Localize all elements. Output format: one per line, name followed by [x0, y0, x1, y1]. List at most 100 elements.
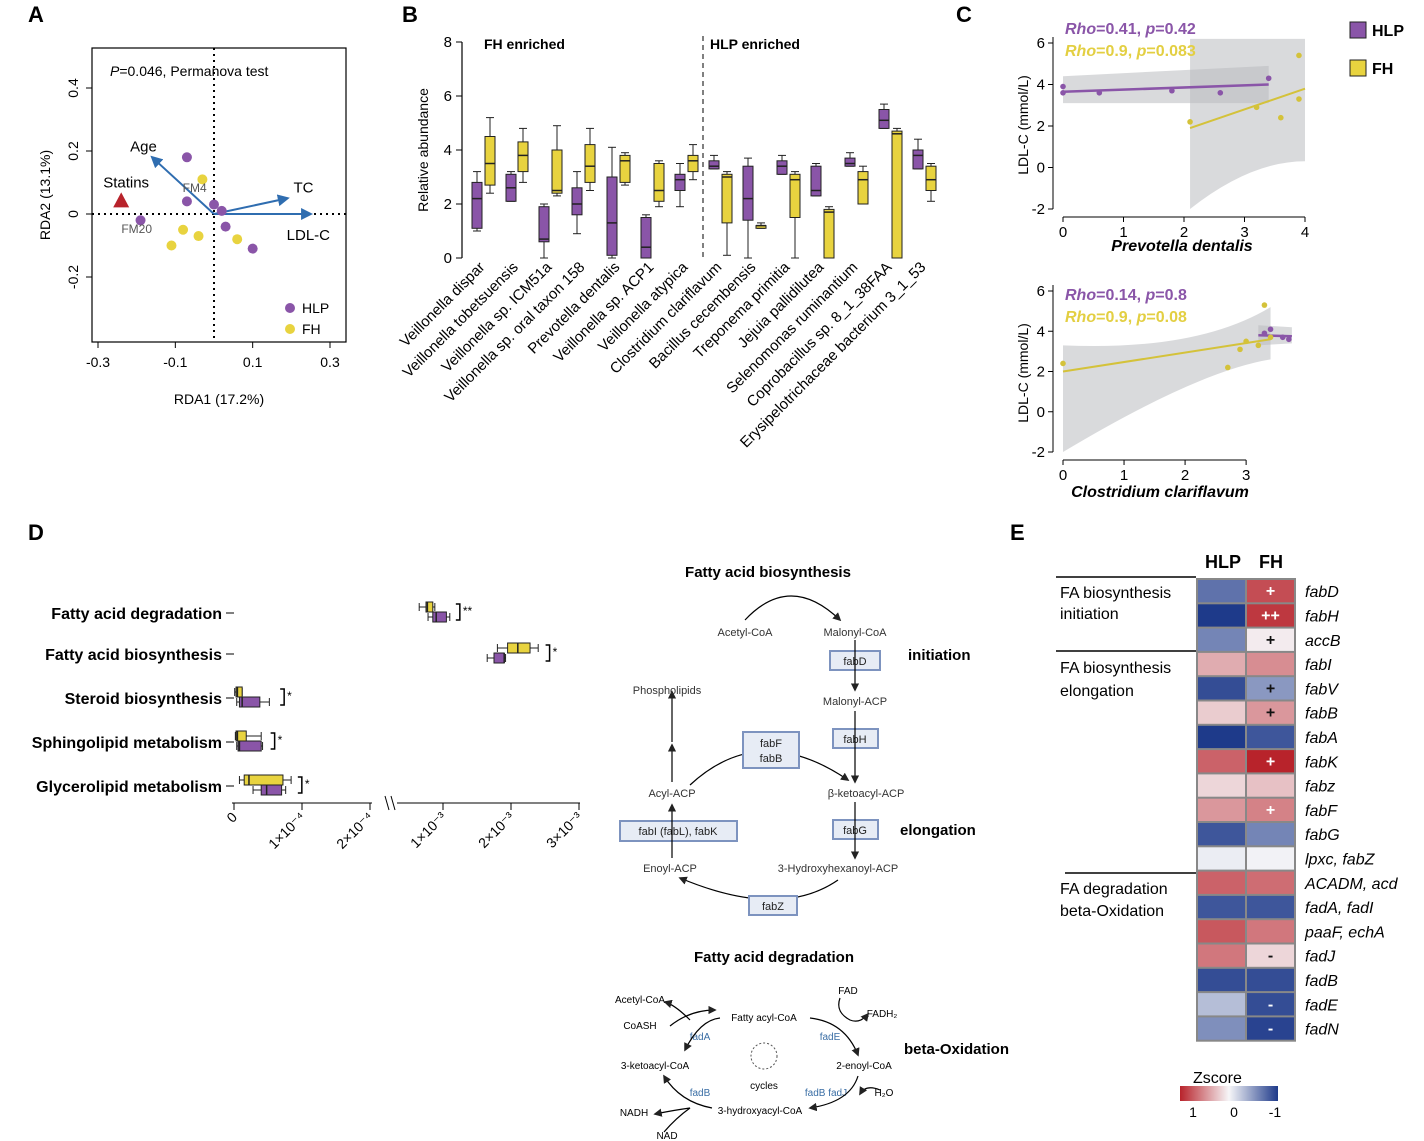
- c2-ylabel: LDL-C (mmol/L): [1015, 323, 1031, 423]
- sig-bracket: [297, 776, 303, 794]
- c-xtick-label: 3: [1240, 224, 1248, 241]
- a-axis-ticks: -0.3 -0.1 0.1 0.3 -0.2 0 0.2 0.4: [65, 78, 340, 370]
- point-hlp: [1060, 83, 1066, 90]
- panel-b-abundance-boxplot: 0 2 4 6 8 Relative abundance FH enriched HLP…: [397, 34, 937, 451]
- point-hlp: [1265, 75, 1272, 82]
- enzyme-fabi: fabI (fabL), fabK: [639, 826, 719, 838]
- e-heatmap-cells: ++++++++---: [1196, 578, 1296, 1042]
- point-hlp: [1267, 326, 1274, 333]
- heatmap-cell: [1247, 968, 1294, 992]
- box-fh-0-box: [484, 136, 496, 186]
- box-hlp-11-box: [844, 157, 856, 167]
- heatmap-cell: [1247, 750, 1294, 773]
- deg-fadh2: FADH₂: [867, 1009, 898, 1020]
- deg-arrow-fad: [838, 997, 870, 1022]
- c-ytick-label: -2: [1032, 444, 1045, 461]
- heatmap-cell: [1247, 677, 1294, 700]
- pathway-biosynthesis-title: Fatty acid biosynthesis: [685, 564, 851, 581]
- statins-label: Statins: [103, 174, 149, 191]
- d-hlp-3-box: [237, 740, 262, 752]
- deg-cycles: cycles: [750, 1081, 778, 1092]
- point-fh: [1261, 302, 1268, 308]
- point-fh: [197, 174, 208, 185]
- panel-label-d: D: [28, 520, 44, 545]
- heatmap-cell: [1247, 580, 1294, 603]
- d-hlp-0-box: [432, 611, 447, 623]
- panel-label-c: C: [956, 2, 972, 27]
- b-ytick-label: 6: [444, 88, 452, 105]
- group-2-label-a: FA biosynthesis: [1060, 660, 1171, 677]
- pathway-degradation-title: Fatty acid degradation: [694, 949, 854, 966]
- heatmap-row-label: fabD: [1305, 584, 1339, 601]
- b-axis-ticks: 0 2 4 6 8: [444, 34, 462, 267]
- deg-h2o: H₂O: [875, 1088, 894, 1099]
- box-hlp-10-box: [810, 165, 822, 197]
- elongation-label: elongation: [900, 822, 976, 839]
- heatmap-cell: [1198, 920, 1245, 943]
- panel-e-heatmap: HLP FH ++++++++--- fabDfabHaccBfabIfabVf…: [1056, 552, 1399, 1120]
- ci-band-fh: [1190, 38, 1305, 209]
- sig-label: *: [553, 645, 558, 659]
- deg-arrow-2: [809, 1017, 860, 1057]
- a-xtick-label: -0.1: [163, 354, 187, 370]
- d-axis-break-2: [390, 795, 396, 811]
- deg-arrow-acetyl: [663, 999, 691, 1021]
- point-fh: [178, 224, 189, 235]
- d-hlp-1-box: [493, 652, 505, 664]
- panel-label-e: E: [1010, 520, 1025, 545]
- point-fh: [1243, 338, 1249, 345]
- heatmap-row-label: accB: [1305, 633, 1341, 650]
- sig-label: *: [287, 689, 292, 703]
- box-hlp-12-box: [878, 109, 890, 129]
- point-hlp: [216, 205, 227, 216]
- d-xtick-label: 1×10⁻⁴: [265, 809, 308, 852]
- c2-stat-fh: Rho=0.9, p=0.08: [1065, 309, 1187, 326]
- sig-label: *: [305, 777, 310, 791]
- deg-cycle-icon: [750, 1042, 778, 1070]
- c-legend-hlp-swatch: [1349, 21, 1367, 39]
- permanova-annotation: P=0.046, Permanova test: [110, 63, 268, 79]
- heatmap-cell: [1247, 1017, 1294, 1040]
- a-xtick-label: 0.3: [320, 354, 340, 370]
- heatmap-cell: [1247, 993, 1294, 1016]
- point-fh: [1060, 360, 1066, 367]
- b-ytick-label: 8: [444, 34, 452, 51]
- heatmap-cell: [1247, 895, 1294, 919]
- heatmap-cell: [1198, 871, 1245, 894]
- d-fh-4-box: [243, 774, 284, 786]
- legend-hlp-label: HLP: [302, 300, 329, 316]
- heatmap-row-label: fadJ: [1305, 949, 1336, 966]
- heatmap-cell: [1247, 604, 1294, 627]
- ci-band-fh: [1063, 307, 1271, 452]
- heatmap-row-label: fabB: [1305, 706, 1338, 723]
- heatmap-row-label: fabV: [1305, 681, 1339, 698]
- box-fh-4-box: [619, 154, 631, 183]
- box-fh-1-box: [517, 141, 529, 173]
- a-ytick-label: 0.2: [65, 141, 81, 161]
- node-hydroxy-acp: 3-Hydroxyhexanoyl-ACP: [778, 863, 898, 875]
- heatmap-mark: +: [1266, 753, 1275, 770]
- b-ytick-label: 2: [444, 196, 452, 213]
- point-hlp: [220, 221, 231, 232]
- sig-bracket: [270, 732, 276, 750]
- d-category-label: Fatty acid degradation: [51, 606, 222, 623]
- point-hlp: [181, 196, 192, 207]
- heatmap-mark: +: [1266, 802, 1275, 819]
- a-ytick-label: 0: [65, 210, 81, 218]
- zscore-colorbar: [1180, 1086, 1278, 1101]
- enzyme-fabb: fabB: [760, 753, 783, 765]
- heatmap-row-label: fabK: [1305, 754, 1339, 771]
- box-hlp-8-box: [742, 165, 754, 221]
- heatmap-mark: -: [1268, 1021, 1273, 1038]
- beta-oxidation-label: beta-Oxidation: [904, 1041, 1009, 1058]
- deg-hydroxyacyl-coa: 3-hydroxyacyl-CoA: [718, 1106, 803, 1117]
- fit-line-fh: [1189, 87, 1306, 130]
- c-ytick-label: -2: [1032, 201, 1045, 218]
- point-fh: [193, 231, 204, 242]
- deg-arrow-h2o: [859, 1086, 881, 1096]
- box-hlp-4-box: [606, 176, 618, 256]
- point-fh: [1296, 52, 1302, 59]
- box-hlp-3-box: [571, 187, 583, 216]
- d-fh-1-box: [507, 642, 531, 654]
